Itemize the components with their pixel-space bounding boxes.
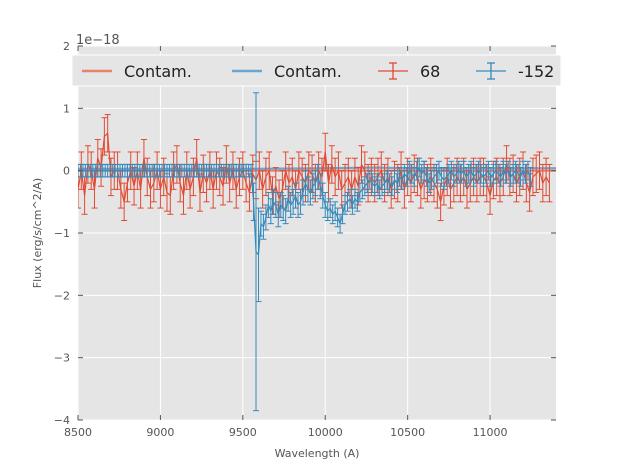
legend-label: Contam. [274, 62, 342, 81]
legend-item: Contam. [82, 62, 192, 81]
x-tick-label: 11000 [473, 426, 508, 439]
legend-item: -152 [476, 62, 554, 81]
legend-item: Contam. [232, 62, 342, 81]
series-line [78, 132, 550, 203]
legend-item: 68 [378, 62, 440, 81]
legend-label: -152 [518, 62, 554, 81]
y-tick-label: −1 [54, 227, 70, 240]
legend-label: Contam. [124, 62, 192, 81]
x-tick-label: 9500 [229, 426, 257, 439]
axis-ticks: 8500 9000 9500 10000 10500 11000 −4 −3 −2 −1 0 1 2 [54, 40, 556, 439]
legend-frame [71, 54, 562, 87]
x-tick-label: 10000 [308, 426, 343, 439]
y-tick-label: −3 [54, 352, 70, 365]
x-tick-label: 8500 [64, 426, 92, 439]
y-tick-label: −4 [54, 414, 70, 427]
x-tick-label: 10500 [390, 426, 425, 439]
y-tick-label: 2 [63, 40, 70, 53]
y-axis-label: Flux (erg/s/cm^2/A) [31, 178, 44, 288]
x-axis-label: Wavelength (A) [275, 447, 360, 460]
plot-area [78, 92, 556, 412]
series-layer [78, 92, 556, 412]
y-tick-label: −2 [54, 289, 70, 302]
series-line [78, 166, 532, 256]
legend-label: 68 [420, 62, 440, 81]
y-offset-label: 1e−18 [76, 33, 120, 48]
x-tick-label: 9000 [146, 426, 174, 439]
legend: Contam. Contam. 68 -152 [71, 54, 562, 87]
series-4 [78, 92, 534, 412]
y-tick-label: 0 [63, 165, 70, 178]
y-tick-label: 1 [63, 102, 70, 115]
